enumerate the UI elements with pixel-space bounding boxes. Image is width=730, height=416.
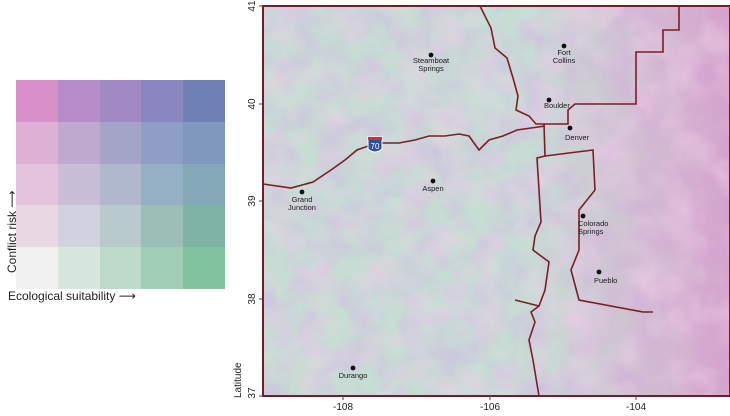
legend-cell [141, 205, 184, 248]
map-raster [263, 6, 730, 396]
y-tick-label: 37 [247, 387, 258, 399]
city-dot-icon [580, 213, 586, 219]
y-tick-label: 39 [247, 195, 258, 207]
city-dot-icon [430, 178, 436, 184]
legend-y-label: Conflict risk ⟶ [5, 190, 19, 273]
legend-cell [99, 163, 142, 206]
legend-cell [16, 205, 58, 248]
legend-x-label-text: Ecological suitability [8, 289, 116, 303]
city-dot-icon [567, 125, 573, 131]
x-axis: -108 -106 -104 [333, 396, 646, 413]
interstate-shield-icon: 70 [367, 136, 383, 153]
legend-cell [141, 80, 184, 122]
legend-cell [183, 247, 225, 289]
legend-cell [57, 121, 100, 164]
y-axis: 41 40 39 38 37 Latitude [233, 0, 263, 399]
interstate-70-route [262, 125, 546, 189]
city-label: Aspen [422, 184, 443, 193]
city-dot-icon [596, 269, 602, 275]
legend-cell [99, 205, 142, 248]
city-label: Steamboat Springs [413, 56, 450, 73]
y-tick-label: 40 [247, 98, 258, 110]
city-label: Durango [339, 371, 368, 380]
city-label: Boulder [544, 101, 570, 110]
x-tick-label: -106 [480, 402, 500, 411]
map-panel: 70 Steamboat Springs Fort Collins Boulder Den… [233, 0, 730, 413]
y-axis-label: Latitude [233, 362, 244, 398]
x-tick-label: -104 [626, 402, 646, 411]
legend-cell [57, 247, 100, 289]
legend-cell [57, 80, 100, 122]
y-tick-label: 38 [247, 293, 258, 305]
legend-cell [141, 163, 184, 206]
legend-cell [16, 247, 58, 289]
highway-label: 70 [371, 142, 380, 151]
legend-cell [183, 205, 225, 248]
legend-cell [99, 80, 142, 122]
city-label: Grand Junction [288, 195, 316, 212]
legend-y-label-text: Conflict risk [5, 210, 19, 273]
legend-cell [99, 247, 142, 289]
legend-cell [57, 205, 100, 248]
city-label: Fort Collins [553, 48, 576, 65]
legend-cell [99, 121, 142, 164]
legend-cell [16, 121, 58, 164]
legend-cell [141, 121, 184, 164]
legend-cell [16, 80, 58, 122]
city-dot-icon [350, 365, 356, 371]
legend-cell [141, 247, 184, 289]
bivariate-legend: Conflict risk ⟶ Ecological suitability ⟶ [0, 70, 240, 310]
city-dot-icon [546, 97, 552, 103]
legend-cell [183, 163, 225, 206]
map-svg[interactable]: 70 Steamboat Springs Fort Collins Boulder Den… [233, 0, 730, 413]
city-dot-icon [561, 43, 567, 49]
legend-x-label: Ecological suitability ⟶ [8, 289, 136, 303]
city-label: Denver [565, 133, 590, 142]
legend-cell [16, 163, 58, 206]
city-dot-icon [428, 52, 434, 58]
x-tick-label: -108 [333, 402, 353, 411]
city-label: Pueblo [594, 276, 617, 285]
region-boundaries [479, 5, 680, 397]
legend-cell [183, 121, 225, 164]
legend-color-grid [16, 80, 225, 289]
y-tick-label: 41 [247, 0, 258, 12]
city-markers: Steamboat Springs Fort Collins Boulder Denver… [288, 43, 617, 380]
legend-cell [183, 80, 225, 122]
city-dot-icon [299, 189, 305, 195]
city-label: Colorado Springs [578, 219, 608, 236]
legend-cell [57, 163, 100, 206]
